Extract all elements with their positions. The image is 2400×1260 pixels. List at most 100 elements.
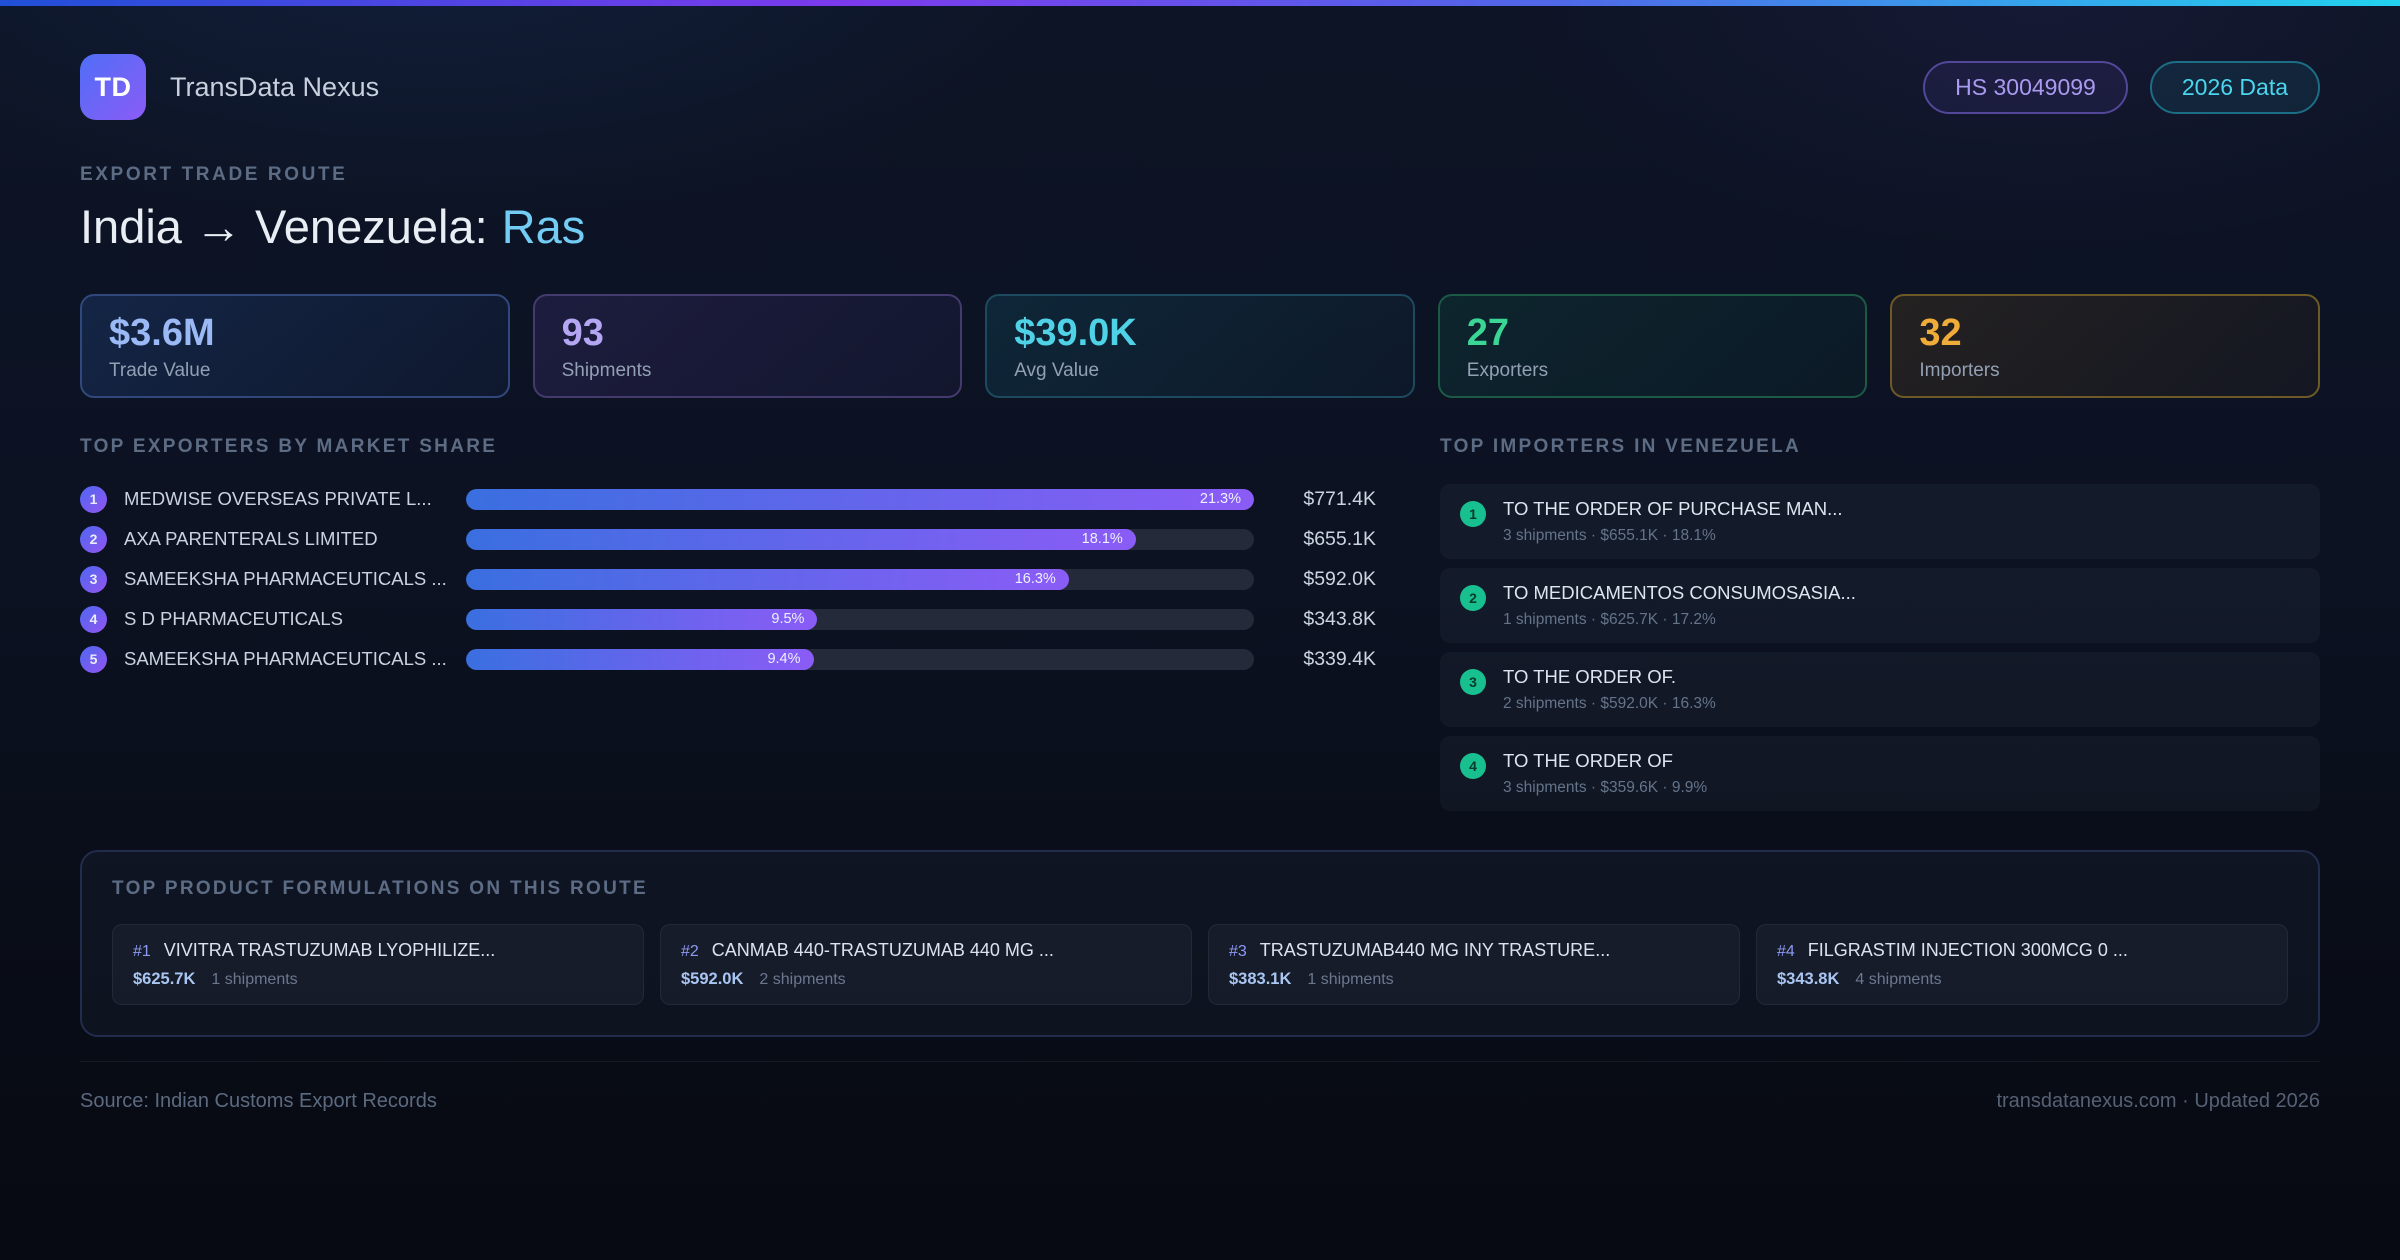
product-card: #2 CANMAB 440-TRASTUZUMAB 440 MG ... $59… xyxy=(660,924,1192,1006)
header: TD TransData Nexus HS 30049099 2026 Data xyxy=(80,54,2320,120)
product-value: $383.1K xyxy=(1229,970,1292,989)
product-name: VIVITRA TRASTUZUMAB LYOPHILIZE... xyxy=(163,940,496,961)
stat-value: 93 xyxy=(561,312,604,355)
product-shipments: 1 shipments xyxy=(1307,971,1394,989)
stat-card-shipments: 93 Shipments xyxy=(532,294,963,399)
stat-value: 32 xyxy=(1919,312,1962,355)
page: TD TransData Nexus HS 30049099 2026 Data… xyxy=(0,54,2400,1113)
importer-rank-badge: 1 xyxy=(1460,501,1486,528)
exporter-row: 4 S D PHARMACEUTICALS 9.5% $343.8K xyxy=(80,604,1376,634)
importer-rank-badge: 2 xyxy=(1460,585,1486,612)
importers-section: TOP IMPORTERS IN VENEZUELA 1 TO THE ORDE… xyxy=(1440,436,2320,820)
importer-meta: 1 shipments · $625.7K · 17.2% xyxy=(1503,611,1716,629)
exporter-rank-badge: 5 xyxy=(80,645,107,673)
market-share-bar-track: 18.1% xyxy=(466,528,1254,550)
market-share-bar-track: 9.4% xyxy=(466,648,1254,670)
exporter-name: AXA PARENTERALS LIMITED xyxy=(124,528,378,550)
product-name: CANMAB 440-TRASTUZUMAB 440 MG ... xyxy=(711,940,1054,961)
product-value: $625.7K xyxy=(133,970,196,989)
page-title-main: India → Venezuela: xyxy=(80,200,488,253)
footer: Source: Indian Customs Export Records tr… xyxy=(80,1061,2320,1113)
exporter-rank-badge: 4 xyxy=(80,605,107,633)
importer-meta: 2 shipments · $592.0K · 16.3% xyxy=(1503,695,1716,713)
exporter-rank-badge: 3 xyxy=(80,565,107,593)
stat-cards: $3.6M Trade Value 93 Shipments $39.0K Av… xyxy=(80,294,2320,399)
stat-card-trade-value: $3.6M Trade Value xyxy=(80,294,510,399)
importer-rank-badge: 3 xyxy=(1460,669,1486,696)
exporter-rank-badge: 2 xyxy=(80,525,107,553)
page-title: India → Venezuela: Ras xyxy=(80,200,2320,254)
product-stats: $383.1K 1 shipments xyxy=(1229,970,1719,989)
hs-code-badge[interactable]: HS 30049099 xyxy=(1923,60,2128,114)
route-eyebrow: EXPORT TRADE ROUTE xyxy=(80,164,348,185)
market-share-bar-fill: 9.4% xyxy=(466,648,814,670)
stat-card-avg-value: $39.0K Avg Value xyxy=(985,294,1415,399)
exporter-value: $655.1K xyxy=(1303,527,1376,550)
stat-value: $3.6M xyxy=(109,312,215,355)
stat-label: Avg Value xyxy=(1014,359,1100,381)
share-percent-label: 18.1% xyxy=(1081,531,1123,548)
exporter-value: $771.4K xyxy=(1303,487,1376,510)
product-shipments: 4 shipments xyxy=(1855,971,1942,989)
product-shipments: 2 shipments xyxy=(759,971,846,989)
exporter-name: MEDWISE OVERSEAS PRIVATE L... xyxy=(124,488,432,510)
stat-value: 27 xyxy=(1466,312,1510,355)
data-year-badge[interactable]: 2026 Data xyxy=(2149,60,2320,114)
product-rank: #3 xyxy=(1229,943,1247,961)
exporter-row: 5 SAMEEKSHA PHARMACEUTICALS ... 9.4% $33… xyxy=(80,644,1376,674)
importer-name: TO THE ORDER OF xyxy=(1503,750,1673,772)
stat-card-importers: 32 Importers xyxy=(1890,294,2320,399)
exporter-rank-badge: 1 xyxy=(80,485,107,513)
columns: TOP EXPORTERS BY MARKET SHARE 1 MEDWISE … xyxy=(80,436,2320,820)
share-percent-label: 9.5% xyxy=(771,611,805,628)
market-share-bar-fill: 9.5% xyxy=(466,608,818,630)
product-name: FILGRASTIM INJECTION 300MCG 0 ... xyxy=(1807,940,2128,961)
market-share-bar-fill: 18.1% xyxy=(466,528,1136,550)
product-rank: #1 xyxy=(133,943,151,961)
product-rank: #2 xyxy=(681,943,699,961)
importer-name: TO MEDICAMENTOS CONSUMOSASIA... xyxy=(1503,582,1856,604)
exporters-section-title: TOP EXPORTERS BY MARKET SHARE xyxy=(80,436,498,458)
importer-meta: 3 shipments · $359.6K · 9.9% xyxy=(1503,779,1708,797)
exporter-name: SAMEEKSHA PHARMACEUTICALS ... xyxy=(124,568,447,590)
importer-name: TO THE ORDER OF. xyxy=(1503,666,1677,688)
importer-text: TO THE ORDER OF 3 shipments · $359.6K · … xyxy=(1503,750,1707,797)
importer-row: 3 TO THE ORDER OF. 2 shipments · $592.0K… xyxy=(1440,652,2320,728)
footer-source: Source: Indian Customs Export Records xyxy=(80,1090,437,1113)
product-stats: $592.0K 2 shipments xyxy=(681,970,1171,989)
top-accent-bar xyxy=(0,0,2400,6)
product-rank: #4 xyxy=(1777,943,1795,961)
product-value: $592.0K xyxy=(681,970,744,989)
importer-row: 2 TO MEDICAMENTOS CONSUMOSASIA... 1 ship… xyxy=(1440,568,2320,644)
header-badges: HS 30049099 2026 Data xyxy=(1923,60,2320,114)
product-stats: $343.8K 4 shipments xyxy=(1777,970,2267,989)
importer-meta: 3 shipments · $655.1K · 18.1% xyxy=(1503,527,1716,545)
product-name: TRASTUZUMAB440 MG INY TRASTURE... xyxy=(1259,940,1611,961)
product-headline: #2 CANMAB 440-TRASTUZUMAB 440 MG ... xyxy=(681,940,1171,961)
exporter-row: 3 SAMEEKSHA PHARMACEUTICALS ... 16.3% $5… xyxy=(80,564,1376,594)
importer-row: 1 TO THE ORDER OF PURCHASE MAN... 3 ship… xyxy=(1440,484,2320,560)
importer-text: TO THE ORDER OF. 2 shipments · $592.0K ·… xyxy=(1503,666,1716,713)
stat-card-exporters: 27 Exporters xyxy=(1437,294,1868,399)
share-percent-label: 21.3% xyxy=(1199,491,1241,508)
stat-value: $39.0K xyxy=(1014,312,1137,355)
app-name: TransData Nexus xyxy=(170,71,380,102)
importer-row: 4 TO THE ORDER OF 3 shipments · $359.6K … xyxy=(1440,736,2320,812)
product-card: #4 FILGRASTIM INJECTION 300MCG 0 ... $34… xyxy=(1756,924,2288,1006)
footer-site: transdatanexus.com · Updated 2026 xyxy=(1996,1090,2320,1113)
product-headline: #1 VIVITRA TRASTUZUMAB LYOPHILIZE... xyxy=(133,940,623,961)
products-panel: TOP PRODUCT FORMULATIONS ON THIS ROUTE #… xyxy=(80,850,2320,1038)
stat-label: Trade Value xyxy=(109,359,211,381)
market-share-bar-track: 16.3% xyxy=(466,568,1254,590)
exporter-row: 1 MEDWISE OVERSEAS PRIVATE L... 21.3% $7… xyxy=(80,484,1376,514)
product-shipments: 1 shipments xyxy=(211,971,298,989)
exporter-row: 2 AXA PARENTERALS LIMITED 18.1% $655.1K xyxy=(80,524,1376,554)
exporter-name: SAMEEKSHA PHARMACEUTICALS ... xyxy=(124,648,447,670)
stat-label: Importers xyxy=(1919,359,2000,381)
market-share-bar-fill: 21.3% xyxy=(466,488,1254,510)
exporter-value: $592.0K xyxy=(1303,567,1376,590)
market-share-bar-fill: 16.3% xyxy=(466,568,1069,590)
exporter-value: $339.4K xyxy=(1303,647,1376,670)
product-cards: #1 VIVITRA TRASTUZUMAB LYOPHILIZE... $62… xyxy=(112,924,2288,1006)
market-share-bar-track: 9.5% xyxy=(466,608,1254,630)
